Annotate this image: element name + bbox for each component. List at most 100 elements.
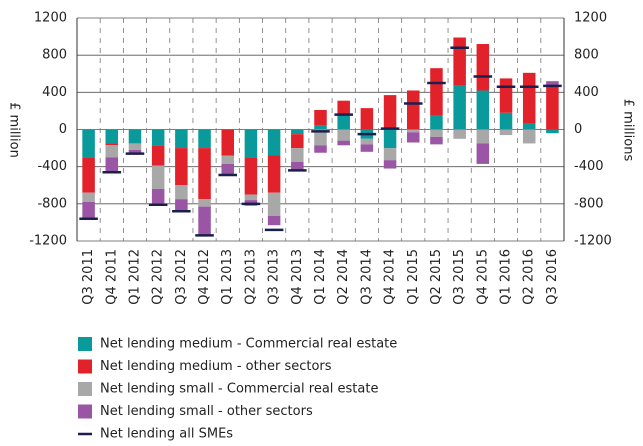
y2-tick-label: 800 [574, 48, 599, 63]
bar-segment [407, 132, 420, 143]
bar-segment [267, 215, 281, 226]
bar-segment [360, 108, 374, 130]
bar-segment [337, 100, 350, 116]
bar-segment [221, 163, 234, 176]
bar-segment [198, 199, 211, 207]
bar-segment [337, 140, 350, 146]
bar-segment [151, 145, 165, 166]
bar-segment [383, 160, 397, 169]
bar-segment [291, 134, 304, 149]
bar-segment [314, 125, 327, 130]
x-tick-label: Q4 2012 [197, 249, 212, 305]
y-tick-label: 1200 [34, 11, 67, 26]
bar-segment [476, 143, 490, 164]
bar-segment [314, 109, 327, 126]
y-tick-label: -400 [37, 159, 67, 174]
y-tick-label: -800 [37, 196, 67, 211]
bar-segment [499, 78, 513, 113]
bar-segment [546, 81, 559, 85]
bar-segment [383, 95, 397, 130]
x-tick-label: Q3 2012 [174, 249, 189, 305]
y-tick-label: -1200 [29, 234, 67, 249]
x-tick-label: Q1 2012 [127, 249, 142, 305]
bar-segment [407, 129, 420, 133]
bar-segment [314, 129, 327, 146]
x-tick-label: Q4 2015 [475, 249, 490, 305]
legend-label: Net lending all SMEs [100, 427, 233, 442]
x-tick-label: Q2 2014 [336, 249, 351, 305]
bar-segment [128, 143, 142, 150]
x-tick-label: Q3 2015 [452, 249, 467, 305]
bar-segment [198, 206, 211, 237]
x-tick-label: Q1 2014 [313, 249, 328, 305]
bar-segment [198, 148, 211, 200]
bar-segment [291, 148, 304, 163]
bar-segment [105, 157, 119, 172]
bar-segment [546, 84, 559, 130]
bar-segment [337, 129, 350, 141]
bar-segment [244, 157, 258, 195]
bar-segment [267, 192, 281, 216]
bar-segment [522, 72, 536, 123]
bar-segment [476, 44, 490, 91]
bar-segment [430, 129, 443, 137]
bar-segment [105, 143, 119, 146]
bar-segment [522, 122, 536, 130]
bar-segment [360, 138, 374, 145]
bar-segment [430, 115, 443, 130]
bar-segment [291, 129, 304, 135]
bar-segment [383, 148, 397, 161]
bar-segment [198, 129, 211, 149]
x-tick-label: Q1 2013 [220, 249, 235, 305]
y-tick-label: 800 [42, 48, 67, 63]
bar-segment [244, 194, 258, 201]
legend-label: Net lending medium - other sectors [100, 359, 332, 374]
legend-label: Net lending small - other sectors [100, 404, 313, 419]
y2-tick-label: 400 [574, 85, 599, 100]
y-tick-label: 0 [59, 122, 67, 137]
y2-tick-label: 1200 [574, 11, 607, 26]
y2-tick-label: -800 [574, 196, 604, 211]
bar-segment [407, 90, 420, 130]
y-axis-label: £ million [7, 102, 22, 158]
bar-segment [476, 129, 490, 144]
bar-segment [267, 155, 281, 193]
y2-tick-label: -400 [574, 159, 604, 174]
x-tick-label: Q3 2016 [545, 249, 560, 305]
y2-tick-label: 0 [574, 122, 582, 137]
bar-segment [291, 162, 304, 172]
legend-swatch [78, 359, 92, 374]
bar-segment [175, 185, 188, 200]
x-tick-label: Q3 2013 [267, 249, 282, 305]
bar-segment [546, 129, 559, 134]
bar-segment [175, 199, 188, 212]
x-tick-label: Q4 2011 [104, 249, 119, 305]
bar-segment [453, 37, 466, 86]
bar-segment [453, 85, 466, 130]
legend-swatch [78, 337, 92, 351]
bar-segment [499, 112, 513, 130]
x-tick-label: Q2 2013 [243, 249, 258, 305]
legend-swatch [78, 382, 92, 396]
bar-segment [337, 115, 350, 130]
bar-segment [82, 157, 95, 193]
x-tick-label: Q1 2015 [406, 249, 421, 305]
bar-segment [151, 188, 165, 205]
y2-tick-label: -1200 [574, 234, 612, 249]
bar-segment [105, 145, 119, 158]
bar-segment [175, 129, 188, 149]
legend-label: Net lending small - Commercial real esta… [100, 382, 378, 397]
bar-segment [151, 129, 165, 146]
bar-segment [430, 136, 443, 145]
bar-segment [430, 68, 443, 116]
bar-segment [175, 148, 188, 186]
bar-segment [82, 129, 95, 158]
bar-segment [105, 129, 119, 144]
bar-segment [244, 129, 258, 158]
x-tick-label: Q1 2016 [499, 249, 514, 305]
bar-segment [267, 129, 281, 156]
x-tick-label: Q3 2011 [81, 249, 96, 305]
bar-segment [522, 129, 536, 144]
bar-segment [476, 90, 490, 130]
bar-segment [221, 155, 234, 164]
